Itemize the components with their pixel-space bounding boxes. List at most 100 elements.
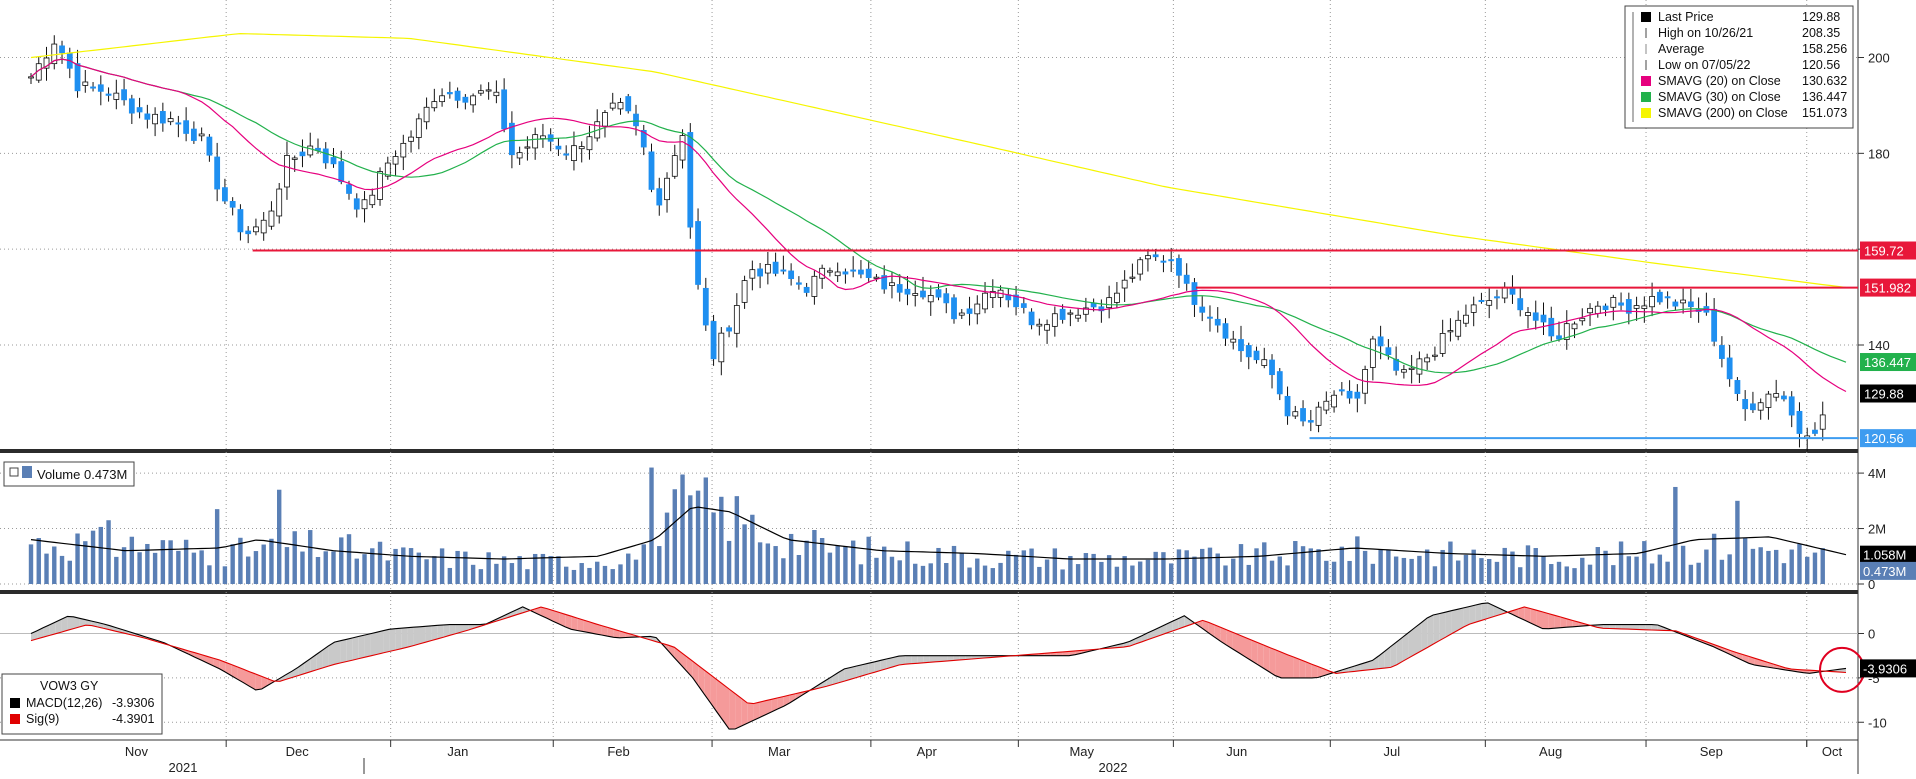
macd-fill-above xyxy=(420,626,426,644)
macd-fill-below xyxy=(729,689,735,729)
price-label: 136.447 xyxy=(1864,355,1911,370)
volume-bar xyxy=(781,558,785,584)
candle-body xyxy=(1595,306,1600,313)
macd-fill-below xyxy=(1275,650,1281,678)
candle-body xyxy=(1409,368,1414,369)
legend-swatch xyxy=(1641,12,1651,22)
volume-bar xyxy=(300,552,304,584)
volume-title: Volume 0.473M xyxy=(37,467,127,482)
volume-bar xyxy=(1487,559,1491,584)
volume-bar xyxy=(1029,549,1033,584)
candle-body xyxy=(1029,312,1034,325)
macd-fill-above xyxy=(413,627,419,646)
candle-body xyxy=(486,90,491,91)
volume-bar xyxy=(199,550,203,584)
legend-value: 120.56 xyxy=(1802,58,1840,72)
candle-body xyxy=(1603,306,1608,310)
volume-bar xyxy=(750,515,754,584)
volume-bar xyxy=(525,569,529,584)
legend-label: SMAVG (20) on Close xyxy=(1658,74,1781,88)
macd-label: -3.9306 xyxy=(1863,661,1907,676)
candle-body xyxy=(1161,261,1166,262)
volume-bar xyxy=(1169,563,1173,584)
volume-swatch xyxy=(22,466,32,478)
macd-fill-above xyxy=(359,635,365,659)
macd-fill-above xyxy=(899,656,905,665)
volume-bar xyxy=(1262,542,1266,584)
volume-bar xyxy=(1185,550,1189,584)
candle-body xyxy=(1812,430,1817,433)
volume-bar xyxy=(580,563,584,584)
volume-bar xyxy=(106,520,110,584)
candle-body xyxy=(1401,370,1406,372)
volume-bar xyxy=(1588,565,1592,584)
year-label: 2022 xyxy=(1099,760,1128,774)
candle-body xyxy=(1588,308,1593,312)
macd-fill-above xyxy=(905,656,911,665)
volume-bar xyxy=(184,540,188,584)
volume-bar xyxy=(448,568,452,584)
volume-bar xyxy=(1409,559,1413,584)
candle-body xyxy=(1231,339,1236,342)
volume-bar xyxy=(1130,566,1134,584)
macd-fill-below xyxy=(1549,614,1555,629)
macd-fill-above xyxy=(1433,614,1439,645)
volume-bar xyxy=(1805,557,1809,584)
volume-bar xyxy=(1254,548,1258,584)
volume-bar xyxy=(991,568,995,584)
candle-body xyxy=(1332,395,1337,407)
macd-fill-below xyxy=(735,694,741,729)
volume-bar xyxy=(1347,561,1351,584)
candle-body xyxy=(1215,319,1220,325)
candle-body xyxy=(1107,298,1112,308)
macd-fill-below xyxy=(1294,657,1300,678)
volume-bar xyxy=(463,552,467,584)
legend-value: 129.88 xyxy=(1802,10,1840,24)
volume-bar xyxy=(362,554,366,584)
price-tick-label: 180 xyxy=(1868,146,1890,161)
volume-bar xyxy=(455,551,459,584)
volume-bar xyxy=(1665,562,1669,584)
volume-bar xyxy=(680,474,684,584)
candle-body xyxy=(1052,314,1057,327)
candle-body xyxy=(339,162,344,182)
candle-body xyxy=(463,97,468,102)
candle-body xyxy=(1657,292,1662,302)
candle-body xyxy=(1533,313,1538,321)
macd-fill-above xyxy=(1439,612,1445,641)
candle-body xyxy=(1207,317,1212,318)
volume-bar xyxy=(223,566,227,584)
candle-body xyxy=(1781,396,1786,399)
volume-bar xyxy=(983,566,987,584)
volume-bar xyxy=(238,538,242,584)
macd-legend-swatch xyxy=(10,698,20,708)
candle-body xyxy=(1355,392,1360,398)
volume-bar xyxy=(91,531,95,584)
candle-body xyxy=(1432,355,1437,356)
volume-bar xyxy=(1580,558,1584,584)
volume-bar xyxy=(1122,556,1126,584)
volume-bar xyxy=(572,570,576,584)
candle-body xyxy=(920,291,925,297)
candle-body xyxy=(827,271,832,272)
macd-legend-value: -4.3901 xyxy=(112,712,154,726)
volume-bar xyxy=(1223,565,1227,584)
volume-bar xyxy=(1689,565,1693,584)
macd-fill-below xyxy=(1263,645,1269,672)
legend-value: 136.447 xyxy=(1802,90,1847,104)
volume-bar xyxy=(60,556,64,584)
candle-body xyxy=(222,188,227,201)
macd-tick-label: -10 xyxy=(1868,715,1887,730)
candle-body xyxy=(1060,309,1065,319)
volume-bar xyxy=(409,548,413,584)
volume-bar xyxy=(642,544,646,584)
candle-body xyxy=(936,290,941,297)
candle-body xyxy=(91,87,96,88)
candle-body xyxy=(1114,293,1119,302)
volume-bar xyxy=(1758,547,1762,584)
candle-body xyxy=(579,147,584,149)
volume-bar xyxy=(308,530,312,584)
candle-body xyxy=(1378,337,1383,346)
candle-body xyxy=(1789,397,1794,415)
